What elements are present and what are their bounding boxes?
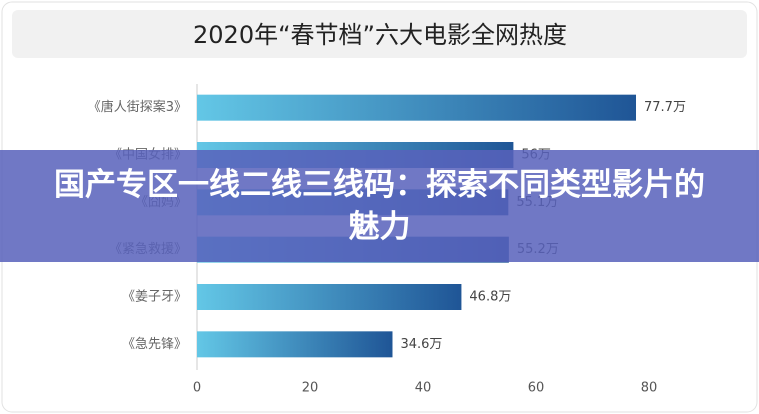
bar xyxy=(197,331,393,358)
x-tick-label: 80 xyxy=(641,381,658,396)
banner: 国产专区一线二线三线码：探索不同类型影片的魅力 xyxy=(0,150,759,262)
value-label: 46.8万 xyxy=(469,290,511,305)
chart-title: 2020年“春节档”六大电影全网热度 xyxy=(193,21,567,49)
x-tick-label: 0 xyxy=(193,381,201,396)
x-tick-label: 60 xyxy=(528,381,545,396)
banner-text: 国产专区一线二线三线码：探索不同类型影片的魅力 xyxy=(54,167,705,245)
y-tick-label: 《急先锋》 xyxy=(122,337,187,352)
x-tick-label: 20 xyxy=(302,381,319,396)
value-label: 34.6万 xyxy=(400,337,442,352)
value-label: 77.7万 xyxy=(644,100,686,115)
y-tick-label: 《姜子牙》 xyxy=(122,290,187,305)
title-box xyxy=(12,10,747,58)
bar xyxy=(197,284,462,310)
bar xyxy=(197,94,637,121)
x-tick-label: 40 xyxy=(415,381,432,396)
y-tick-label: 《唐人街探案3》 xyxy=(88,99,187,115)
